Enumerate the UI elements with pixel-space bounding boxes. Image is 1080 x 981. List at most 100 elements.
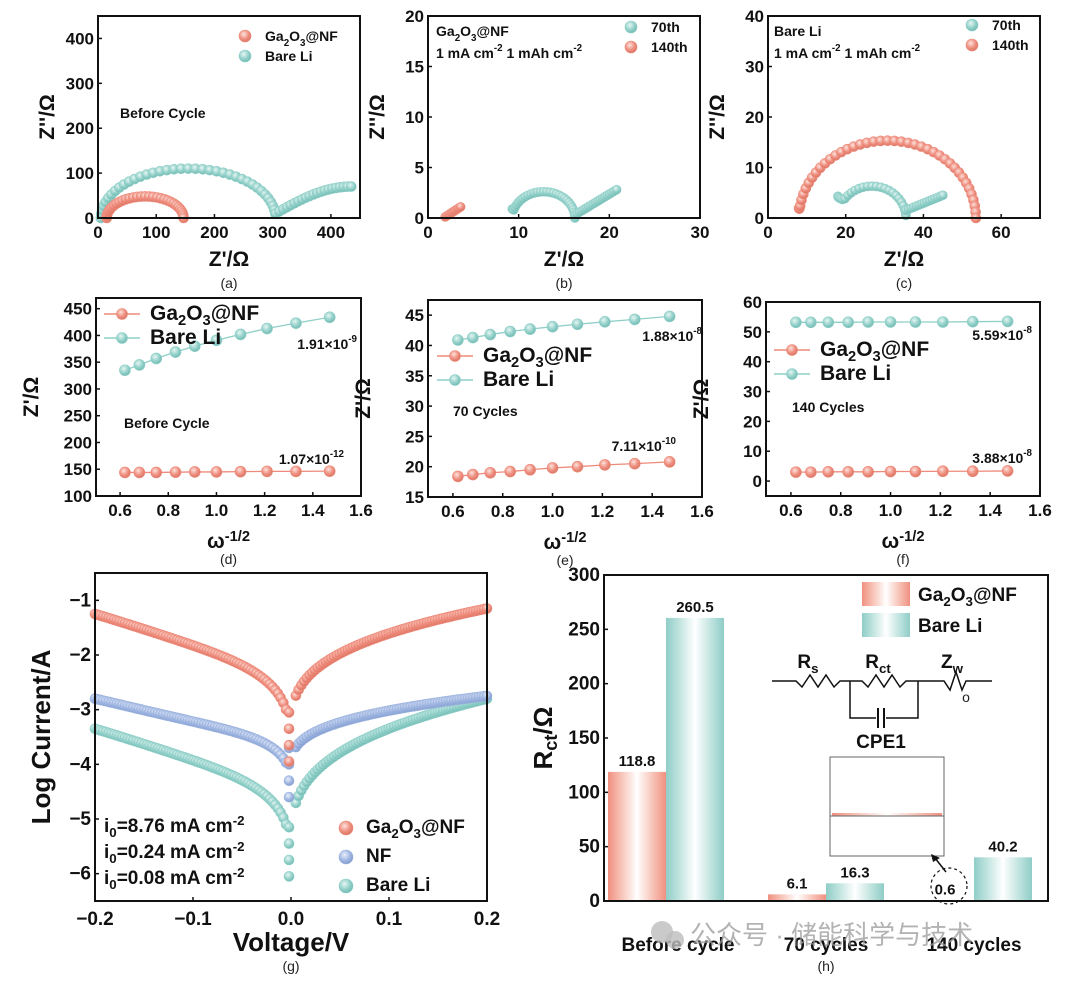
x-tick-label: 0.8 xyxy=(156,501,180,520)
data-point xyxy=(169,466,182,478)
data-point xyxy=(884,465,897,478)
data-point xyxy=(1001,315,1014,328)
panel-label: (g) xyxy=(282,958,299,974)
y-tick-label: −3 xyxy=(69,700,91,721)
data-point xyxy=(842,466,855,478)
y-tick-label: 20 xyxy=(405,7,424,26)
x-tick-label: 1.4 xyxy=(640,502,664,521)
legend-label: Ga2O3@NF xyxy=(366,817,465,841)
legend-marker xyxy=(965,18,979,32)
x-tick-label: 1.6 xyxy=(349,501,373,520)
panel-a-frame xyxy=(97,15,361,219)
y-tick-label: 50 xyxy=(579,837,600,858)
legend-label: Bare Li xyxy=(918,616,982,637)
data-point xyxy=(966,315,979,328)
bar-value-label: 16.3 xyxy=(840,864,869,881)
y-axis-label: Z''/Ω xyxy=(36,94,59,140)
legend-label: Bare Li xyxy=(366,875,430,896)
data-point xyxy=(455,202,466,212)
legend-swatch xyxy=(862,613,910,637)
data-point xyxy=(119,364,131,377)
panel-h-frame xyxy=(603,574,1049,902)
x-tick-label: 0.6 xyxy=(441,502,465,521)
x-axis-label: Z'/Ω xyxy=(544,248,585,271)
resistor-rs xyxy=(772,673,850,689)
y-axis-label: Z'/Ω xyxy=(352,378,375,419)
circuit-label-o: o xyxy=(962,689,970,705)
y-tick-label: 40 xyxy=(745,7,764,26)
x-axis-label: Voltage/V xyxy=(233,927,350,957)
y-tick-label: 15 xyxy=(405,488,424,507)
data-point xyxy=(283,739,295,751)
x-tick-label: 400 xyxy=(317,223,345,242)
y-tick-label: 350 xyxy=(64,353,92,372)
data-point xyxy=(452,470,464,483)
pointer-arrow xyxy=(934,857,947,873)
data-point xyxy=(261,322,273,335)
annotation: 140 Cycles xyxy=(792,399,865,415)
y-tick-label: 15 xyxy=(405,58,424,77)
legend-label: 70th xyxy=(651,19,680,35)
y-tick-label: 100 xyxy=(66,164,94,183)
data-point xyxy=(611,184,622,195)
legend-marker xyxy=(449,350,461,362)
panel-g-frame xyxy=(94,572,488,902)
bar-value-label: 0.6 xyxy=(935,881,956,898)
y-axis-label: Rct/Ω xyxy=(528,706,561,769)
circuit-label-cpe: CPE1 xyxy=(856,732,906,753)
x-tick-label: 0 xyxy=(763,223,772,242)
y-tick-label: 300 xyxy=(66,74,94,93)
diffusion-coefficient-label: 1.07×10-12 xyxy=(279,449,345,467)
bar xyxy=(768,894,826,901)
series-line xyxy=(795,320,1008,323)
y-tick-label: −1 xyxy=(69,590,91,611)
data-point xyxy=(234,328,247,341)
data-point xyxy=(504,325,517,338)
panel-g: −0.2 −0.1 0.0 0.1 0.2 −1 −2 −3 −4 −5 −6 Voltage/V Lo… xyxy=(26,590,500,974)
legend-marker xyxy=(965,38,979,52)
legend-marker xyxy=(238,29,252,43)
data-point xyxy=(805,466,817,478)
x-tick-label: 1.4 xyxy=(978,501,1002,520)
y-tick-label: 60 xyxy=(743,293,762,312)
y-tick-label: −4 xyxy=(69,754,91,775)
data-point xyxy=(323,311,336,324)
y-tick-label: 200 xyxy=(568,674,600,695)
y-tick-label: 200 xyxy=(64,433,92,452)
legend-marker xyxy=(449,374,461,386)
y-tick-label: 400 xyxy=(66,29,94,48)
diffusion-coefficient-label: 7.11×10-10 xyxy=(612,436,677,454)
y-tick-label: 30 xyxy=(743,383,762,402)
bar-value-label: 118.8 xyxy=(619,753,656,770)
y-axis-label: Log Current/A xyxy=(26,649,56,824)
x-axis-label: Z'/Ω xyxy=(209,248,250,271)
x-tick-label: 1.0 xyxy=(879,501,903,520)
x-tick-label: 40 xyxy=(914,223,933,242)
legend-label: 70th xyxy=(992,17,1021,33)
y-axis-label: Z''/Ω xyxy=(366,94,389,140)
data-point xyxy=(283,723,295,735)
data-point xyxy=(909,465,922,478)
data-point xyxy=(790,466,802,478)
exchange-current-label: i0=8.76 mA cm-2 xyxy=(104,813,245,840)
data-point xyxy=(323,465,336,477)
arrow-head-icon xyxy=(931,854,940,862)
data-point xyxy=(884,316,897,328)
y-tick-label: 35 xyxy=(405,367,424,386)
data-point xyxy=(283,791,295,803)
y-tick-label: 20 xyxy=(743,412,762,431)
data-point xyxy=(119,466,131,479)
x-tick-label: 1.6 xyxy=(1028,501,1052,520)
data-point xyxy=(571,460,584,473)
legend-label: Ga2O3@NF xyxy=(150,302,259,329)
y-tick-label: 20 xyxy=(745,108,764,127)
x-tick-label: 1.0 xyxy=(205,501,229,520)
y-tick-label: 250 xyxy=(568,619,600,640)
data-point xyxy=(150,352,163,365)
y-tick-label: 5 xyxy=(415,159,424,178)
series-line xyxy=(124,316,330,371)
data-point xyxy=(1001,465,1014,477)
legend-label: Bare Li xyxy=(820,362,891,385)
wire xyxy=(849,681,876,719)
